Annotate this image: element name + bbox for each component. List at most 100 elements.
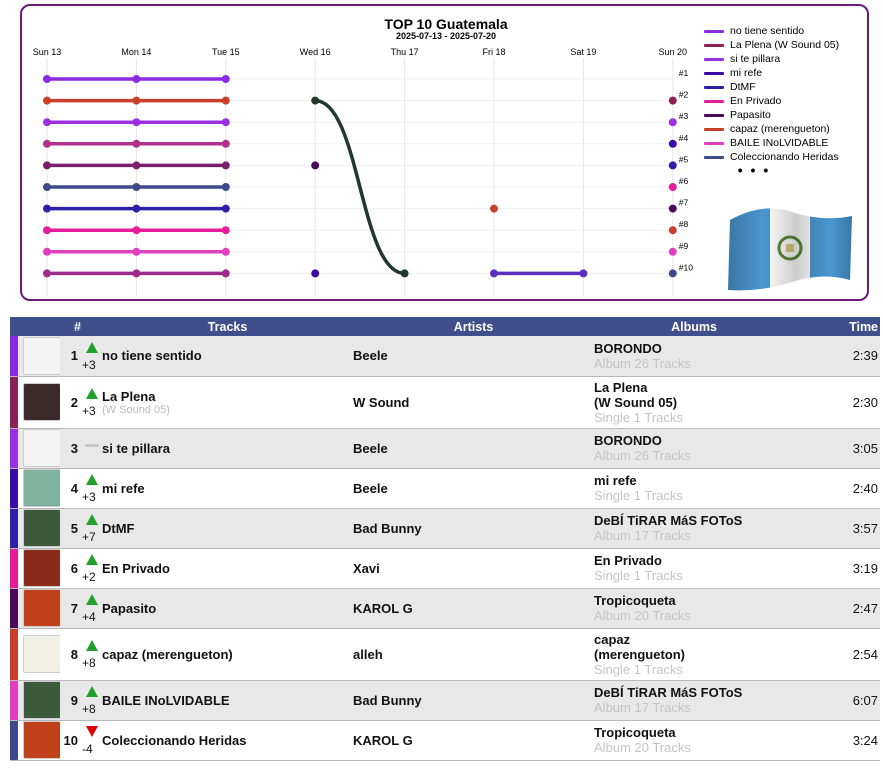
- track-title[interactable]: si te pillara: [102, 440, 170, 456]
- header-tracks[interactable]: Tracks: [102, 317, 354, 336]
- album-cell[interactable]: Tropicoqueta Album 20 Tracks: [594, 588, 795, 629]
- legend-item[interactable]: mi refe: [704, 66, 864, 80]
- row-color-strip: [10, 720, 18, 761]
- series-point: [668, 118, 677, 127]
- track-cell[interactable]: capaz (merengueton): [102, 628, 354, 681]
- track-cell[interactable]: La Plena (W Sound 05): [102, 376, 354, 429]
- artist-cell[interactable]: Bad Bunny: [353, 680, 595, 721]
- track-cell[interactable]: DtMF: [102, 508, 354, 549]
- legend-item[interactable]: Coleccionando Heridas: [704, 150, 864, 164]
- album-title[interactable]: capaz (merengueton): [594, 631, 686, 662]
- track-title[interactable]: mi refe: [102, 480, 145, 496]
- track-title[interactable]: Papasito: [102, 600, 157, 616]
- artist-name[interactable]: alleh: [353, 646, 383, 662]
- legend-more[interactable]: • • •: [737, 162, 771, 178]
- artist-cell[interactable]: Xavi: [353, 548, 595, 589]
- header-time[interactable]: Time: [794, 317, 881, 336]
- table-row[interactable]: 3 si te pillara Beele BORONDO Album 26 Track…: [10, 428, 881, 469]
- artist-cell[interactable]: alleh: [353, 628, 595, 681]
- album-cell[interactable]: mi refe Single 1 Tracks: [594, 468, 795, 509]
- legend-item[interactable]: DtMF: [704, 80, 864, 94]
- track-cell[interactable]: Coleccionando Heridas: [102, 720, 354, 761]
- track-title[interactable]: Coleccionando Heridas: [102, 732, 247, 748]
- album-cell[interactable]: Tropicoqueta Album 20 Tracks: [594, 720, 795, 761]
- table-row[interactable]: 2 +3 La Plena (W Sound 05) W Sound La Plena (…: [10, 376, 881, 429]
- album-cover[interactable]: [18, 720, 61, 761]
- legend-item[interactable]: capaz (merengueton): [704, 122, 864, 136]
- artist-name[interactable]: Xavi: [353, 560, 380, 576]
- table-row[interactable]: 5 +7 DtMF Bad Bunny DeBÍ TiRAR MáS FOToS Albu…: [10, 508, 881, 549]
- table-row[interactable]: 10 -4 Coleccionando Heridas KAROL G Tropicoq…: [10, 720, 881, 761]
- album-cover[interactable]: [18, 336, 61, 377]
- album-cell[interactable]: DeBÍ TiRAR MáS FOToS Album 17 Tracks: [594, 508, 795, 549]
- table-row[interactable]: 8 +8 capaz (merengueton) alleh capaz (mereng…: [10, 628, 881, 681]
- track-cell[interactable]: no tiene sentido: [102, 336, 354, 377]
- album-title[interactable]: En Privado: [594, 553, 662, 568]
- album-cell[interactable]: BORONDO Album 26 Tracks: [594, 336, 795, 377]
- album-cover[interactable]: [18, 628, 61, 681]
- track-title[interactable]: En Privado: [102, 560, 170, 576]
- rank-label: #1: [679, 68, 689, 78]
- album-cover[interactable]: [18, 428, 61, 469]
- artist-cell[interactable]: Bad Bunny: [353, 508, 595, 549]
- artist-name[interactable]: Beele: [353, 480, 388, 496]
- album-cover[interactable]: [18, 680, 61, 721]
- album-cell[interactable]: capaz (merengueton) Single 1 Tracks: [594, 628, 795, 681]
- album-cover[interactable]: [18, 588, 61, 629]
- artist-cell[interactable]: Beele: [353, 428, 595, 469]
- legend-item[interactable]: si te pillara: [704, 52, 864, 66]
- table-row[interactable]: 6 +2 En Privado Xavi En Privado Single 1 Trac…: [10, 548, 881, 589]
- artist-cell[interactable]: W Sound: [353, 376, 595, 429]
- table-row[interactable]: 7 +4 Papasito KAROL G Tropicoqueta Album 20 T…: [10, 588, 881, 629]
- album-cell[interactable]: DeBÍ TiRAR MáS FOToS Album 17 Tracks: [594, 680, 795, 721]
- artist-name[interactable]: KAROL G: [353, 732, 413, 748]
- track-title[interactable]: capaz (merengueton): [102, 646, 233, 662]
- album-cell[interactable]: La Plena (W Sound 05) Single 1 Tracks: [594, 376, 795, 429]
- track-cell[interactable]: En Privado: [102, 548, 354, 589]
- track-title[interactable]: BAILE INoLVIDABLE: [102, 692, 230, 708]
- album-title[interactable]: La Plena (W Sound 05): [594, 379, 678, 410]
- artist-name[interactable]: Bad Bunny: [353, 692, 422, 708]
- album-cover[interactable]: [18, 468, 61, 509]
- album-cover[interactable]: [18, 548, 61, 589]
- legend-item[interactable]: La Plena (W Sound 05): [704, 38, 864, 52]
- album-cover[interactable]: [18, 376, 61, 429]
- track-title[interactable]: DtMF: [102, 520, 135, 536]
- artist-name[interactable]: Beele: [353, 440, 388, 456]
- album-title[interactable]: DeBÍ TiRAR MáS FOToS: [594, 513, 743, 528]
- track-cell[interactable]: si te pillara: [102, 428, 354, 469]
- artist-name[interactable]: W Sound: [353, 394, 410, 410]
- album-title[interactable]: Tropicoqueta: [594, 725, 676, 740]
- legend-item[interactable]: En Privado: [704, 94, 864, 108]
- track-title[interactable]: no tiene sentido: [102, 348, 202, 364]
- series-point: [221, 75, 230, 83]
- artist-cell[interactable]: KAROL G: [353, 720, 595, 761]
- album-cover-icon: [23, 721, 61, 759]
- legend-item[interactable]: no tiene sentido: [704, 24, 864, 38]
- track-cell[interactable]: BAILE INoLVIDABLE: [102, 680, 354, 721]
- album-cell[interactable]: BORONDO Album 26 Tracks: [594, 428, 795, 469]
- album-title[interactable]: Tropicoqueta: [594, 593, 676, 608]
- table-row[interactable]: 1 +3 no tiene sentido Beele BORONDO Album 26 …: [10, 336, 881, 377]
- header-artists[interactable]: Artists: [353, 317, 595, 336]
- artist-name[interactable]: Beele: [353, 348, 388, 364]
- track-cell[interactable]: Papasito: [102, 588, 354, 629]
- artist-cell[interactable]: Beele: [353, 336, 595, 377]
- legend-item[interactable]: BAILE INoLVIDABLE: [704, 136, 864, 150]
- header-albums[interactable]: Albums: [594, 317, 795, 336]
- album-title[interactable]: DeBÍ TiRAR MáS FOToS: [594, 685, 743, 700]
- track-cell[interactable]: mi refe: [102, 468, 354, 509]
- track-title[interactable]: La Plena: [102, 388, 156, 404]
- album-cell[interactable]: En Privado Single 1 Tracks: [594, 548, 795, 589]
- album-title[interactable]: BORONDO: [594, 340, 662, 356]
- album-title[interactable]: mi refe: [594, 473, 637, 488]
- legend-item[interactable]: Papasito: [704, 108, 864, 122]
- album-title[interactable]: BORONDO: [594, 433, 662, 448]
- artist-name[interactable]: Bad Bunny: [353, 520, 422, 536]
- artist-cell[interactable]: Beele: [353, 468, 595, 509]
- artist-cell[interactable]: KAROL G: [353, 588, 595, 629]
- table-row[interactable]: 9 +8 BAILE INoLVIDABLE Bad Bunny DeBÍ TiRAR …: [10, 680, 881, 721]
- table-row[interactable]: 4 +3 mi refe Beele mi refe Single 1 Tracks 2:4…: [10, 468, 881, 509]
- artist-name[interactable]: KAROL G: [353, 600, 413, 616]
- album-cover[interactable]: [18, 508, 61, 549]
